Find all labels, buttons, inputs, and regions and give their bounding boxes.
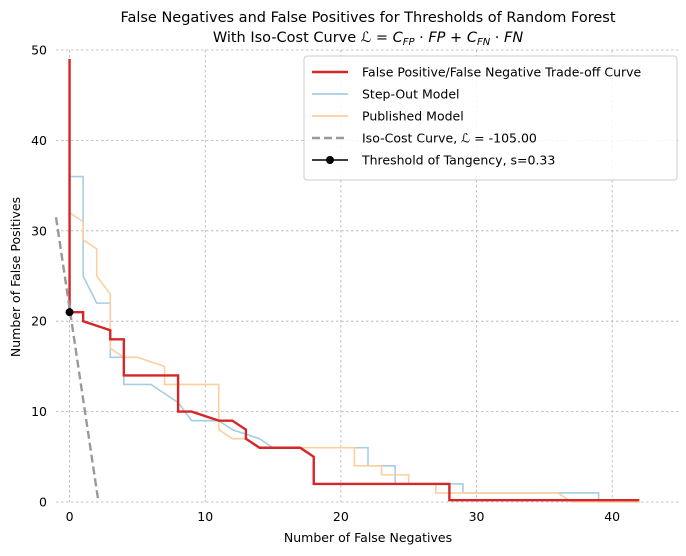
y-tick-label: 20 <box>31 314 47 329</box>
series-line-1 <box>69 212 640 503</box>
y-tick-label: 10 <box>31 404 47 419</box>
legend-label: Published Model <box>362 109 464 124</box>
y-tick-label: 0 <box>39 495 47 510</box>
series-line-0 <box>68 86 640 503</box>
legend-label: Threshold of Tangency, s=0.33 <box>361 153 555 168</box>
x-axis-label: Number of False Negatives <box>284 530 452 545</box>
legend-label: Step-Out Model <box>362 87 460 102</box>
y-tick-label: 50 <box>31 43 47 58</box>
ticks: 0 10 20 30 40 0 10 20 30 40 50 <box>31 43 620 525</box>
x-tick-label: 40 <box>604 509 620 524</box>
series-line-2 <box>68 59 640 502</box>
series-line-3 <box>54 217 100 503</box>
legend-box <box>303 55 678 181</box>
legend-marker <box>326 156 334 164</box>
legend-label: False Positive/False Negative Trade-off … <box>362 65 642 80</box>
tangency-point <box>65 308 74 317</box>
series-layer <box>54 59 640 503</box>
x-tick-label: 30 <box>469 509 485 524</box>
y-axis-label: Number of False Positives <box>8 197 23 357</box>
x-tick-label: 0 <box>66 509 74 524</box>
y-tick-label: 40 <box>31 133 47 148</box>
legend: False Positive/False Negative Trade-off … <box>303 55 678 181</box>
chart-subtitle: With Iso-Cost Curve ℒ = CFP · FP + CFN ·… <box>213 30 524 48</box>
legend-label: Iso-Cost Curve, ℒ = -105.00 <box>362 131 537 146</box>
x-tick-label: 20 <box>333 509 349 524</box>
x-tick-label: 10 <box>197 509 213 524</box>
y-tick-label: 30 <box>31 223 47 238</box>
chart-title: False Negatives and False Positives for … <box>120 10 615 26</box>
